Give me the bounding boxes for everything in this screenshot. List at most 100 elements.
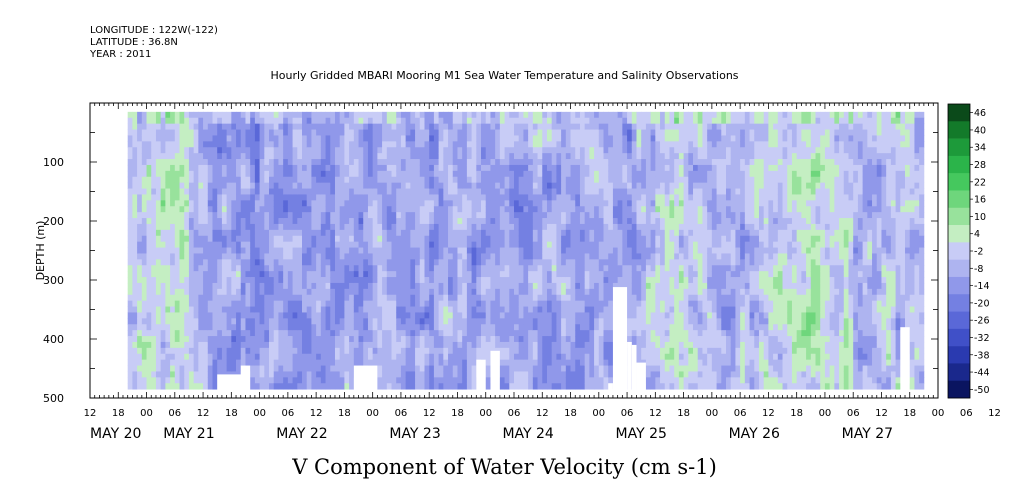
field-cell bbox=[349, 359, 355, 366]
field-cell bbox=[570, 282, 576, 290]
field-cell bbox=[518, 306, 524, 313]
field-cell bbox=[231, 170, 237, 178]
field-cell bbox=[278, 194, 284, 201]
field-cell bbox=[579, 188, 586, 195]
field-cell bbox=[287, 153, 293, 160]
field-cell bbox=[499, 176, 505, 184]
field-cell bbox=[179, 341, 185, 349]
field-cell bbox=[542, 336, 548, 343]
field-cell bbox=[188, 259, 195, 266]
field-cell bbox=[259, 117, 265, 125]
field-cell bbox=[264, 318, 270, 325]
field-cell bbox=[188, 200, 195, 207]
field-cell bbox=[231, 218, 237, 225]
field-cell bbox=[334, 135, 341, 142]
field-cell bbox=[170, 159, 176, 166]
field-cell bbox=[528, 353, 534, 361]
field-cell bbox=[353, 200, 359, 207]
field-cell bbox=[589, 182, 595, 189]
field-cell bbox=[221, 200, 228, 207]
field-cell bbox=[424, 330, 430, 337]
field-cell bbox=[306, 194, 312, 201]
field-cell bbox=[198, 170, 204, 178]
field-cell bbox=[598, 365, 604, 372]
field-cell bbox=[490, 188, 496, 195]
field-cell bbox=[160, 123, 166, 130]
field-cell bbox=[193, 129, 199, 136]
field-cell bbox=[462, 288, 468, 296]
field-cell bbox=[151, 265, 157, 272]
field-cell bbox=[523, 330, 529, 337]
field-cell bbox=[476, 194, 482, 201]
field-cell bbox=[551, 383, 557, 390]
field-cell bbox=[457, 176, 463, 184]
field-cell bbox=[193, 153, 199, 160]
field-cell bbox=[556, 253, 562, 260]
field-cell bbox=[405, 200, 411, 207]
field-cell bbox=[523, 218, 529, 225]
field-cell bbox=[584, 235, 590, 243]
field-cell bbox=[132, 341, 138, 349]
field-cell bbox=[339, 176, 345, 184]
field-cell bbox=[212, 300, 218, 307]
field-cell bbox=[410, 347, 416, 355]
field-cell bbox=[165, 141, 171, 148]
field-cell bbox=[466, 218, 472, 225]
field-cell bbox=[212, 377, 218, 384]
field-cell bbox=[584, 318, 590, 325]
field-cell bbox=[363, 188, 369, 195]
field-cell bbox=[330, 206, 336, 213]
field-cell bbox=[188, 241, 195, 248]
field-cell bbox=[589, 188, 595, 195]
field-cell bbox=[207, 341, 213, 349]
field-cell bbox=[179, 235, 185, 243]
field-cell bbox=[570, 153, 576, 160]
field-cell bbox=[311, 271, 317, 278]
field-cell bbox=[561, 117, 567, 125]
field-cell bbox=[127, 176, 133, 184]
field-cell bbox=[476, 271, 482, 278]
field-cell bbox=[203, 147, 209, 154]
field-cell bbox=[184, 312, 190, 319]
field-cell bbox=[212, 223, 218, 231]
field-cell bbox=[448, 111, 454, 119]
field-cell bbox=[302, 123, 308, 130]
field-cell bbox=[546, 300, 553, 307]
field-cell bbox=[457, 117, 463, 125]
field-cell bbox=[627, 153, 633, 160]
field-cell bbox=[311, 206, 317, 213]
field-cell bbox=[273, 383, 279, 390]
field-cell bbox=[537, 164, 543, 172]
field-cell bbox=[188, 253, 195, 260]
field-cell bbox=[221, 194, 228, 201]
field-cell bbox=[339, 318, 345, 325]
field-cell bbox=[273, 347, 279, 355]
velocity-field bbox=[127, 111, 925, 391]
field-cell bbox=[155, 312, 162, 319]
field-cell bbox=[226, 365, 232, 372]
field-cell bbox=[320, 300, 326, 307]
field-cell bbox=[259, 318, 265, 325]
field-cell bbox=[499, 135, 505, 142]
field-cell bbox=[575, 341, 581, 349]
field-cell bbox=[287, 182, 293, 189]
field-cell bbox=[608, 365, 614, 372]
field-cell bbox=[179, 253, 185, 260]
field-cell bbox=[240, 153, 246, 160]
field-cell bbox=[490, 229, 496, 237]
field-cell bbox=[292, 371, 298, 378]
field-cell bbox=[410, 353, 416, 361]
field-cell bbox=[608, 377, 614, 384]
field-cell bbox=[400, 324, 407, 331]
field-cell bbox=[518, 271, 524, 278]
field-cell bbox=[212, 188, 218, 195]
field-cell bbox=[174, 336, 180, 343]
field-cell bbox=[344, 282, 350, 290]
field-cell bbox=[358, 312, 364, 319]
field-cell bbox=[575, 306, 581, 313]
field-cell bbox=[400, 359, 407, 366]
field-cell bbox=[570, 188, 576, 195]
field-cell bbox=[518, 170, 524, 178]
field-cell bbox=[504, 318, 510, 325]
field-cell bbox=[226, 265, 232, 272]
